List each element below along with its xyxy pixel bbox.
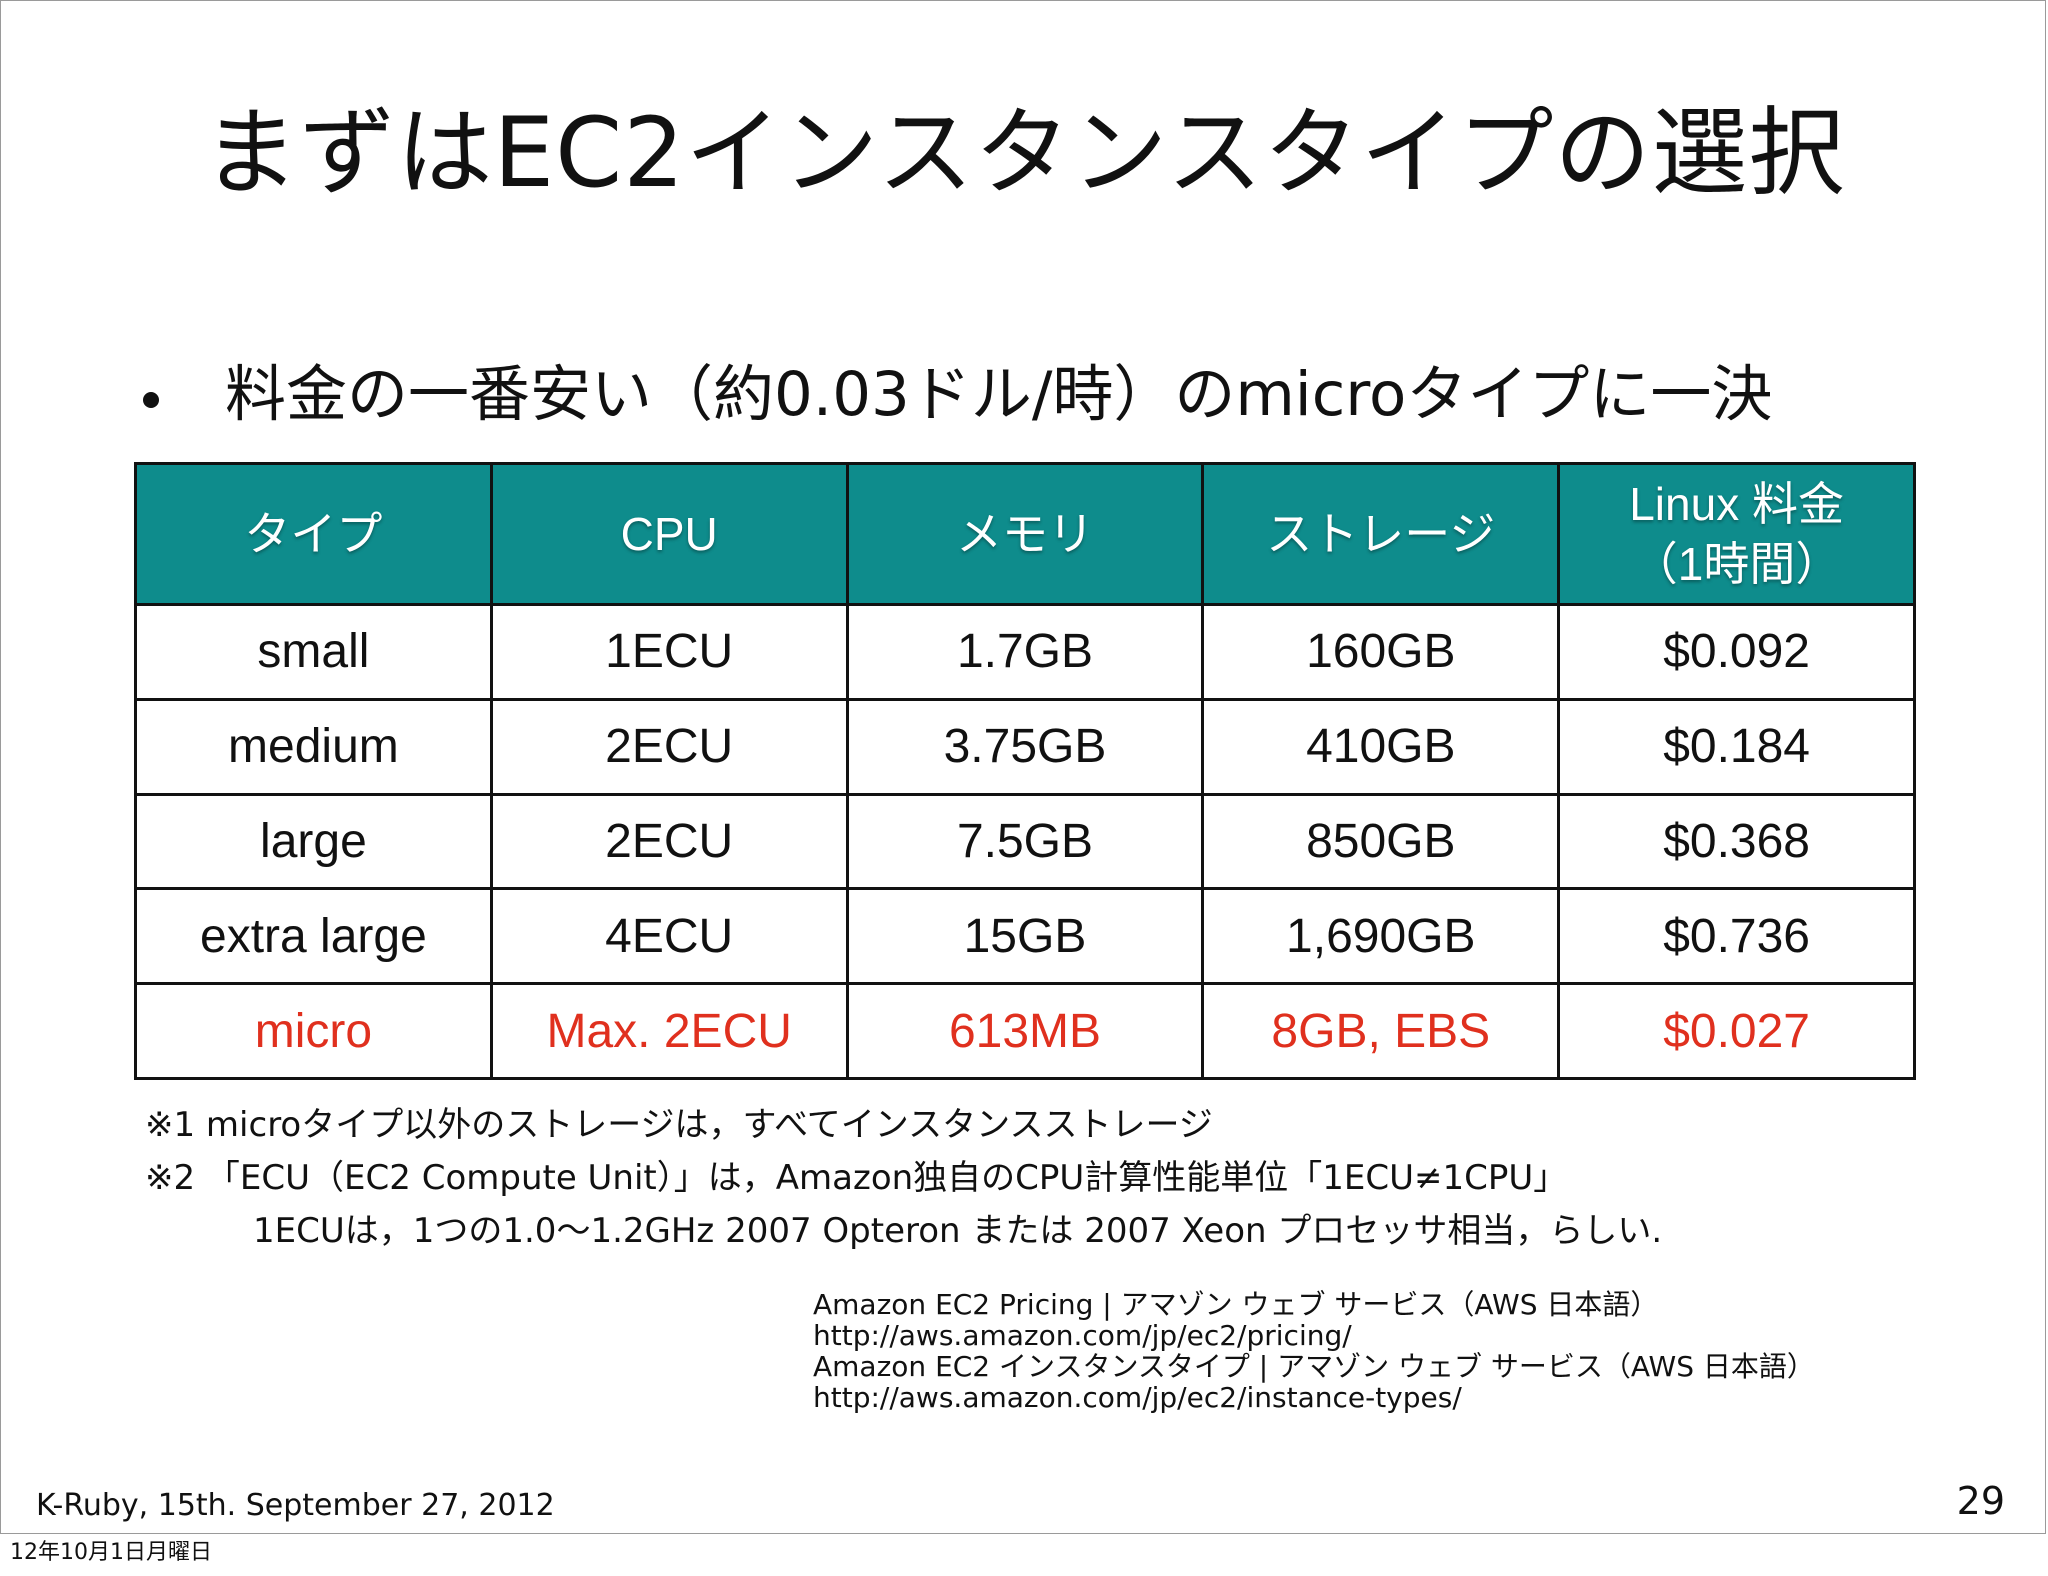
table-row: large 2ECU 7.5GB 850GB $0.368 [134,792,1916,891]
cell-type: medium [134,697,493,796]
header-type: タイプ [134,462,493,606]
footnotes: ※1 microタイプ以外のストレージは，すべてインスタンスストレージ ※2 「… [145,1099,1662,1258]
bullet-item: 料金の一番安い（約0.03ドル/時）のmicroタイプに一決 [143,359,1772,431]
cell-price: $0.027 [1557,982,1916,1080]
cell-cpu: 4ECU [489,887,849,986]
bullet-text: 料金の一番安い（約0.03ドル/時）のmicroタイプに一決 [225,359,1773,430]
slide-title: まずはEC2インスタンスタイプの選択 [202,97,1846,209]
cell-type: micro [134,982,493,1080]
reference-url[interactable]: http://aws.amazon.com/jp/ec2/instance-ty… [813,1381,1462,1414]
table-row: medium 2ECU 3.75GB 410GB $0.184 [134,697,1916,796]
cell-storage: 8GB, EBS [1201,982,1561,1080]
slide-footer: K-Ruby, 15th. September 27, 2012 [36,1488,555,1523]
table-header-row: タイプ CPU メモリ ストレージ Linux 料金 （1時間） [134,462,1916,606]
footnote-2-continued: 1ECUは，1つの1.0〜1.2GHz 2007 Opteron または 200… [253,1211,1663,1251]
header-linux-price-line1: Linux 料金 [1629,478,1844,530]
header-memory: メモリ [845,462,1205,606]
references: Amazon EC2 Pricing | アマゾン ウェブ サービス（AWS 日… [813,1289,1815,1413]
slide: まずはEC2インスタンスタイプの選択 料金の一番安い（約0.03ドル/時）のmi… [0,0,2046,1534]
cell-storage: 160GB [1201,603,1561,701]
cell-storage: 850GB [1201,792,1561,891]
cell-storage: 1,690GB [1201,887,1561,986]
header-linux-price-line2: （1時間） [1631,538,1842,590]
cell-cpu: 1ECU [489,603,849,701]
cell-type: large [134,792,493,891]
pricing-table: タイプ CPU メモリ ストレージ Linux 料金 （1時間） small 1… [134,462,1916,1080]
table-row-highlight: micro Max. 2ECU 613MB 8GB, EBS $0.027 [134,982,1916,1080]
cell-price: $0.092 [1557,603,1916,701]
cell-price: $0.184 [1557,697,1916,796]
header-cpu: CPU [489,462,849,606]
cell-cpu: Max. 2ECU [489,982,849,1080]
page-number: 29 [1956,1479,2005,1523]
table-row: extra large 4ECU 15GB 1,690GB $0.736 [134,887,1916,986]
cell-type: small [134,603,493,701]
cell-memory: 1.7GB [845,603,1205,701]
header-linux-price: Linux 料金 （1時間） [1557,462,1916,606]
cell-price: $0.368 [1557,792,1916,891]
reference-title: Amazon EC2 インスタンスタイプ | アマゾン ウェブ サービス（AWS… [813,1350,1815,1383]
cell-price: $0.736 [1557,887,1916,986]
reference-url[interactable]: http://aws.amazon.com/jp/ec2/pricing/ [813,1319,1352,1352]
cell-cpu: 2ECU [489,697,849,796]
footnote-1: ※1 microタイプ以外のストレージは，すべてインスタンスストレージ [145,1105,1213,1145]
cell-memory: 7.5GB [845,792,1205,891]
cell-cpu: 2ECU [489,792,849,891]
footnote-2: ※2 「ECU（EC2 Compute Unit）」は，Amazon独自のCPU… [145,1158,1568,1198]
cell-memory: 15GB [845,887,1205,986]
table-row: small 1ECU 1.7GB 160GB $0.092 [134,603,1916,701]
bullet-dot-icon [143,392,159,408]
cell-memory: 3.75GB [845,697,1205,796]
cell-type: extra large [134,887,493,986]
cell-memory: 613MB [845,982,1205,1080]
header-storage: ストレージ [1201,462,1561,606]
print-datestamp: 12年10月1日月曜日 [10,1540,212,1565]
cell-storage: 410GB [1201,697,1561,796]
reference-title: Amazon EC2 Pricing | アマゾン ウェブ サービス（AWS 日… [813,1288,1659,1321]
